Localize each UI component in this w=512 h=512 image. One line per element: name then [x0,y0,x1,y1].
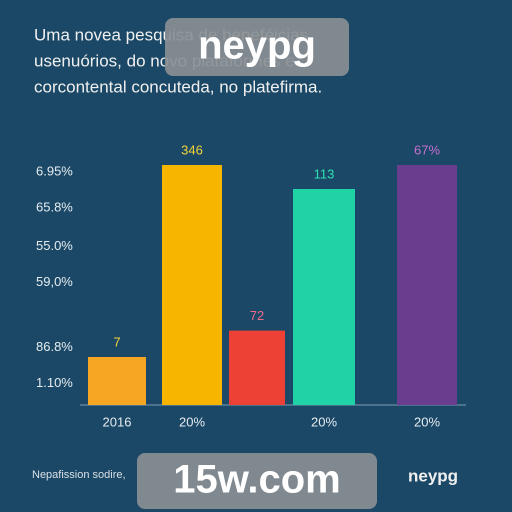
watermark: 15w.com [173,458,340,502]
y-tick-label: 86.8% [36,339,73,354]
value-label: 113 [314,166,335,181]
value-label: 7 [113,334,120,349]
x-tick-label: 20% [414,414,440,429]
x-tick-label: 20% [179,414,205,429]
x-tick-label: 2016 [103,414,132,429]
y-tick-label: 6.95% [36,164,73,179]
value-label: 72 [250,308,264,323]
bar [293,189,355,405]
y-tick-label: 55.0% [36,238,73,253]
bar [397,165,457,405]
brand: neypg [408,466,458,485]
value-label: 67% [414,142,440,157]
watermark-box [165,18,349,76]
y-tick-label: 59,0% [36,274,73,289]
watermark: neypg [198,24,316,68]
bar [162,165,222,405]
y-tick-label: 1.10% [36,375,73,390]
title-line: corcontental concuteda, no platefirma. [34,77,322,96]
bar [229,330,285,405]
value-label: 346 [181,142,203,157]
watermark-box [137,453,377,509]
y-tick-label: 65.8% [36,200,73,215]
x-tick-label: 20% [311,414,337,429]
bar [88,357,146,405]
footer: Nepafission sodire, [32,469,126,481]
